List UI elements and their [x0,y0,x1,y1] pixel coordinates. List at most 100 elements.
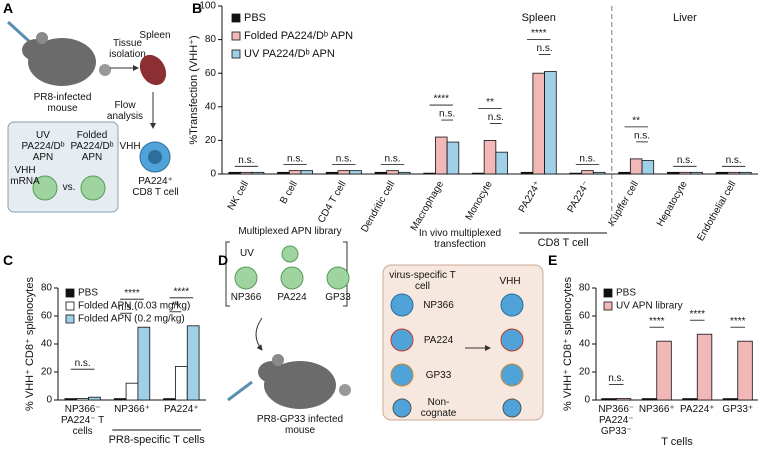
cell-type-label: virus-specific T cell [389,270,456,292]
bar [656,340,672,401]
bar [520,171,534,175]
bar [601,398,617,401]
virus [339,384,351,396]
significance-label: n.s. [75,358,91,369]
x-tick-label: PA224⁺ [679,404,715,415]
x-axis-label: T cells [661,436,693,448]
bar [737,340,753,401]
bar [682,398,698,401]
bar [715,171,729,175]
x-tick-label: PA224⁺ [517,179,544,214]
t-cell [390,293,414,317]
panel-label: B [192,0,203,16]
bar [163,398,176,401]
apn-label: GP33 [325,292,351,303]
bar [618,171,631,175]
significance-label: **** [174,286,190,297]
vs-label: vs. [62,182,76,193]
group-label: Spleen [522,12,556,24]
legend-label: Folded APN (0.2 mg/kg) [78,314,185,325]
legend-label: UV APN library [616,301,683,312]
bar [175,365,188,401]
bar [288,170,302,175]
bar [581,170,594,175]
significance-label: ** [172,300,180,311]
apn-label: Folded PA224/Dᵇ APN [70,130,114,163]
x-tick-label: Hepatocyte [655,179,690,229]
bar [125,382,139,401]
significance-label: n.s. [537,43,553,54]
y-tick-label: 80 [41,283,53,294]
legend-swatch [65,301,75,311]
bar [472,172,485,175]
vhh-label: VHH [119,141,141,152]
bar [240,171,253,175]
significance-label: n.s. [336,153,352,164]
bar [678,171,692,175]
cell-label: NP366 [423,300,454,311]
x-tick-label: NP366⁺ [638,404,675,415]
mouse-ear [36,32,48,44]
y-axis-label: % VHH⁺ CD8⁺ splenocytes [562,277,574,411]
bar [113,398,127,401]
bar [88,396,101,401]
y-tick-label: 60 [579,311,591,322]
significance-label: n.s. [634,131,650,142]
apn-label: UV PA224/Dᵇ APN [21,130,65,163]
x-tick-label: PA224⁻ [566,179,593,214]
mouse-label: PR8-infected mouse [33,92,92,114]
bar [690,171,703,175]
cell-label: PA224 [423,335,454,346]
t-cell [390,363,414,387]
legend-swatch [231,31,241,41]
significance-label: n.s. [726,155,742,166]
bar [739,171,752,175]
bar [300,170,314,175]
bar [423,172,436,175]
bar [325,171,339,175]
spleen [139,54,167,86]
significance-label: **** [689,309,705,320]
significance-label: n.s. [579,153,595,164]
bar [397,171,411,175]
y-tick-label: 60 [205,68,217,79]
cell-label: GP33 [425,370,452,381]
organ-label: Spleen [139,30,171,41]
significance-label: n.s. [608,373,624,384]
syringe [227,380,253,402]
y-tick-label: 20 [41,367,53,378]
bracket [225,241,230,307]
significance-label: ** [632,116,640,127]
bar [337,170,351,175]
bar [641,160,655,175]
bar [629,158,643,175]
y-tick-label: 60 [41,311,53,322]
legend-swatch [65,314,75,324]
y-tick-label: 40 [579,339,591,350]
vhh-label: VHH [499,276,521,287]
y-axis-label: % VHH⁺ CD8⁺ splenocytes [24,277,36,411]
panel-label: E [548,252,558,268]
x-tick-label: CD4 T cell [316,179,349,225]
cell-label: Non-cognate [420,397,457,419]
group-label: Liver [673,12,697,24]
significance-label: n.s. [238,155,254,166]
bar [64,398,78,401]
library-label: Multiplexed APN library [238,226,342,237]
x-tick-label: B cell [278,179,300,206]
y-tick-label: 20 [579,367,591,378]
cell-label: PA224⁺ CD8 T cell [132,176,179,198]
significance-label: **** [124,288,140,299]
group-label: PR8-specific T cells [109,434,206,446]
y-tick-label: 100 [199,1,216,12]
bar [615,398,632,401]
bar [727,171,740,175]
bar [251,171,265,175]
legend-label: PBS [78,288,98,299]
bar [569,172,583,175]
x-tick-label: NP366⁻ PA224⁻ GP33⁻ [598,404,635,437]
legend-label: Folded APN (0.03 mg/kg) [78,301,190,312]
apn-label: PA224 [277,292,307,303]
t-cell [500,293,524,317]
